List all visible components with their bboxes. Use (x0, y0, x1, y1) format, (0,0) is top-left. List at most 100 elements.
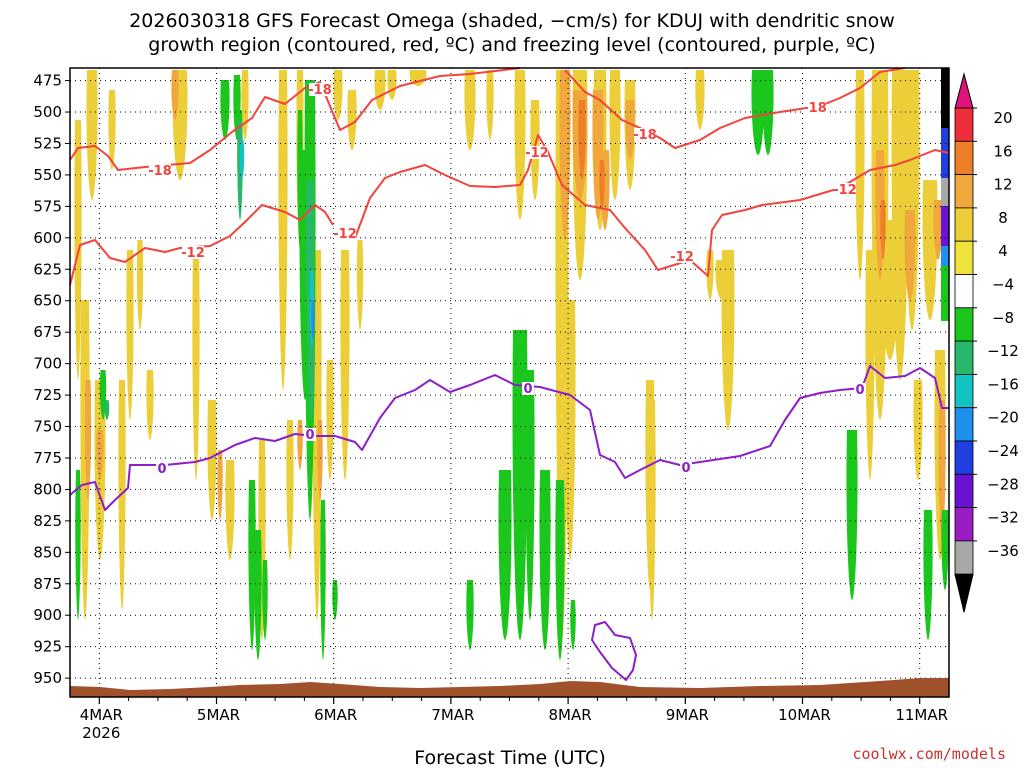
dgz-contour (69, 204, 334, 286)
omega-shade-region (891, 70, 909, 380)
omega-shade-region (108, 90, 116, 170)
y-tick-label: 750 (33, 418, 62, 436)
omega-shade-region (751, 70, 765, 155)
omega-shade-region (297, 110, 303, 250)
omega-shade-region (846, 430, 858, 600)
y-tick-label: 925 (33, 638, 62, 656)
omega-shade-region (207, 400, 217, 520)
omega-shade-region (248, 480, 256, 650)
colorbar-segment (954, 373, 974, 409)
omega-shade-region (278, 70, 288, 390)
contour-label-bg (334, 227, 356, 240)
x-year-label: 2026 (82, 724, 120, 742)
contour-label-bg (149, 164, 171, 177)
y-tick-label: 575 (33, 197, 62, 215)
y-tick-label: 650 (33, 292, 62, 310)
omega-shade-strip (941, 68, 949, 128)
y-tick-label: 775 (33, 449, 62, 467)
dgz-contour (564, 67, 906, 149)
colorbar-segment (954, 340, 974, 375)
omega-shade-region (84, 380, 92, 500)
freezing-contour-label: 0 (305, 428, 314, 443)
omega-shade-region (99, 370, 107, 420)
freezing-contour-label: 0 (523, 382, 532, 397)
x-tick-label: 7MAR (431, 706, 474, 724)
omega-shade-region (938, 400, 946, 540)
colorbar-label: 4 (998, 242, 1008, 260)
omega-shading-layer (74, 68, 949, 660)
dgz-contour-label: -12 (670, 250, 694, 265)
omega-shade-region (239, 140, 245, 180)
omega-shade-region (599, 160, 605, 210)
chart-title-line-2: growth region (contoured, red, ºC) and f… (148, 34, 876, 56)
colorbar-label: 12 (993, 176, 1012, 194)
terrain-layer (70, 678, 949, 697)
omega-shade-region (171, 70, 179, 120)
omega-shade-region (356, 240, 364, 330)
omega-shade-region (525, 370, 535, 620)
dgz-contour-label: -18 (803, 101, 827, 116)
omega-shade-region (332, 580, 338, 620)
omega-shade-region (262, 560, 268, 640)
y-tick-label: 725 (33, 386, 62, 404)
omega-shade-region (254, 530, 262, 660)
colorbar-label: −28 (987, 475, 1019, 493)
omega-shade-region (933, 200, 943, 260)
omega-shade-strip (941, 246, 949, 266)
colorbar-label: 16 (993, 142, 1012, 160)
omega-shade-region (96, 430, 104, 480)
dgz-contour-label: -18 (148, 164, 172, 179)
y-tick-label: 600 (33, 229, 62, 247)
omega-shade-region (512, 330, 528, 640)
colorbar-segment (954, 207, 974, 242)
x-tick-label: 10MAR (778, 706, 831, 724)
y-tick-label: 900 (33, 606, 62, 624)
colorbar-segment (954, 307, 974, 342)
contour-layer: -18 -18 -18 -18 -12 -12 -12 -12 -12 0 0 0 0 0 (69, 67, 950, 681)
omega-shade-region (146, 370, 154, 440)
omega-shade-region (514, 70, 526, 220)
omega-shade-region (126, 250, 134, 420)
colorbar-label: 20 (993, 109, 1012, 127)
omega-shade-region (317, 420, 323, 500)
omega-shade-region (75, 470, 81, 620)
colorbar-segment (954, 507, 974, 542)
contour-label-bg (522, 382, 534, 395)
omega-shade-region (311, 300, 315, 340)
y-tick-label: 500 (33, 103, 62, 121)
colorbar-segment (954, 473, 974, 508)
omega-shade-region (217, 450, 223, 520)
omega-shade-strip (941, 206, 949, 246)
credit-link[interactable]: coolwx.com/models (852, 745, 1006, 763)
omega-shade-region (904, 210, 916, 300)
omega-shade-region (320, 500, 326, 660)
colorbar: 20 16 12 8 4 −4 −8 −12 −16 −20 −24 −28 −32 −36 (954, 72, 1019, 613)
omega-shade-region (564, 300, 576, 560)
omega-shade-region (86, 70, 98, 200)
colorbar-label: 8 (998, 209, 1008, 227)
contour-label-bg (804, 101, 826, 114)
x-tick-label: 8MAR (549, 706, 592, 724)
freezing-contour-label: 0 (157, 462, 166, 477)
omega-shade-region (498, 470, 512, 640)
omega-shade-region (559, 70, 571, 240)
y-tick-label: 825 (33, 512, 62, 530)
contour-label-bg (634, 128, 656, 141)
omega-shade-region (225, 460, 235, 560)
y-tick-label: 525 (33, 134, 62, 152)
dgz-contour-label: -12 (525, 146, 549, 161)
freezing-level-contour (591, 621, 637, 681)
colorbar-label: −36 (987, 542, 1019, 560)
dgz-contour-label: -18 (633, 128, 657, 143)
omega-shade-region (220, 80, 230, 140)
contour-label-bg (304, 428, 316, 441)
contour-label-bg (182, 246, 204, 259)
contour-label-bg (854, 383, 866, 396)
colorbar-segment (954, 240, 974, 275)
dgz-contour-label: -18 (308, 83, 332, 98)
omega-shade-region (570, 600, 576, 650)
omega-shade-region (297, 420, 303, 470)
x-tick-label: 4MAR (80, 706, 123, 724)
colorbar-segment (954, 107, 974, 142)
omega-shade-strip (941, 178, 949, 206)
